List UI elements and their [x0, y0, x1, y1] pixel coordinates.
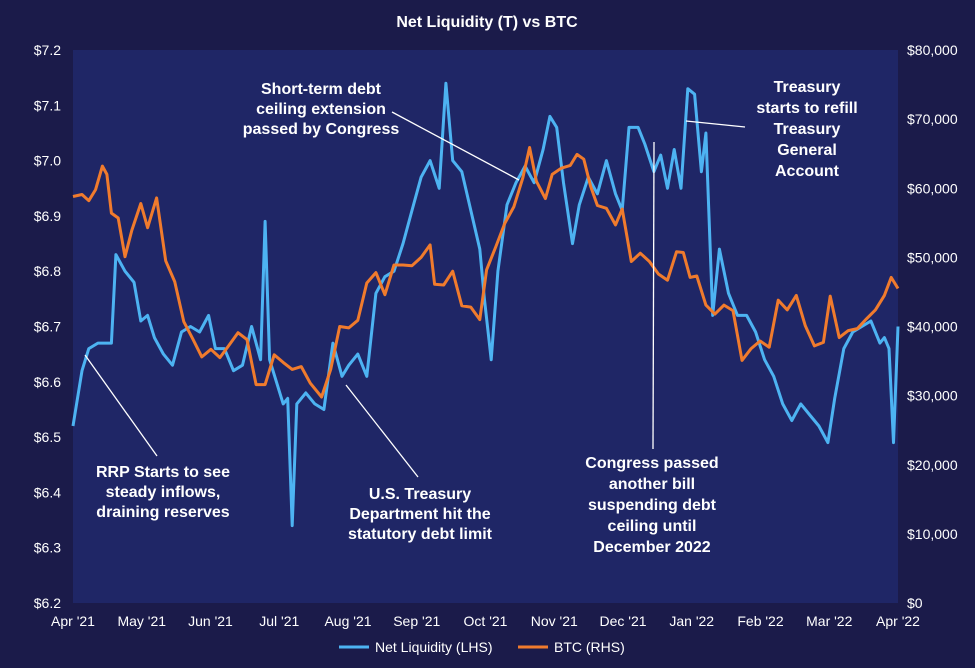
legend-item-btc: BTC (RHS) [518, 639, 625, 655]
annotation-debt-limit-hit: U.S. Treasury Department hit the statutory… [345, 384, 493, 543]
annotation-leader-line [84, 354, 158, 457]
y-right-tick-label: $30,000 [907, 388, 958, 404]
annotation-layer: Short-term debt ceiling extension passed b… [84, 79, 858, 556]
annotation-treasury-refill-tga: Treasury starts to refill Treasury General A… [685, 79, 858, 180]
y-left-tick-label: $6.3 [34, 540, 61, 556]
annotation-leader-line [345, 384, 419, 478]
annotation-text-line: starts to refill [756, 100, 857, 117]
x-tick-label: Jul '21 [259, 613, 299, 629]
chart-title: Net Liquidity (T) vs BTC [396, 14, 578, 31]
legend-label: BTC (RHS) [554, 639, 625, 655]
annotation-text-line: Account [775, 163, 840, 180]
legend-label: Net Liquidity (LHS) [375, 639, 493, 655]
annotation-leader-line [391, 111, 520, 181]
x-tick-label: Apr '22 [876, 613, 920, 629]
annotation-leader-line [685, 120, 746, 128]
axes: $6.2 $6.3 $6.4 $6.5 $6.6 $6.7 $6.8 $6.9 $7.0 $7.1… [34, 42, 958, 629]
net-liquidity-line [71, 81, 900, 528]
annotation-leader-line [652, 141, 655, 450]
annotation-text-line: ceiling until [608, 518, 697, 535]
annotation-text-line: Short-term debt [261, 81, 382, 98]
annotation-text-line: another bill [609, 476, 695, 493]
y-right-tick-label: $60,000 [907, 180, 958, 196]
annotation-text-line: U.S. Treasury [369, 486, 471, 503]
btc-line [72, 146, 900, 399]
x-tick-label: Oct '21 [464, 613, 508, 629]
annotation-text-line: steady inflows, [106, 484, 221, 501]
y-left-tick-label: $6.2 [34, 595, 61, 611]
annotation-text-line: Treasury [774, 121, 841, 138]
y-left-tick-label: $6.6 [34, 374, 61, 390]
y-left-tick-label: $7.2 [34, 42, 61, 58]
annotation-text-line: statutory debt limit [348, 526, 493, 543]
y-left-tick-label: $7.1 [34, 97, 61, 113]
annotation-text-line: Congress passed [585, 455, 718, 472]
annotation-text-line: passed by Congress [243, 121, 400, 138]
annotation-text-line: December 2022 [593, 539, 711, 556]
x-tick-label: Jun '21 [188, 613, 233, 629]
y-left-tick-label: $6.8 [34, 263, 61, 279]
annotation-text-line: ceiling extension [256, 101, 386, 118]
annotation-debt-ceiling-extension: Short-term debt ceiling extension passed b… [243, 81, 520, 181]
y-right-tick-label: $20,000 [907, 457, 958, 473]
y-left-tick-label: $6.4 [34, 484, 61, 500]
x-tick-label: Sep '21 [393, 613, 440, 629]
y-right-tick-label: $80,000 [907, 42, 958, 58]
y-left-tick-label: $6.9 [34, 208, 61, 224]
x-tick-label: May '21 [117, 613, 166, 629]
annotation-text-line: Department hit the [349, 506, 490, 523]
y-right-tick-label: $0 [907, 595, 923, 611]
y-right-tick-label: $10,000 [907, 526, 958, 542]
x-tick-label: Feb '22 [737, 613, 783, 629]
x-tick-label: Mar '22 [806, 613, 852, 629]
y-right-tick-label: $70,000 [907, 111, 958, 127]
annotation-rrp-inflows: RRP Starts to see steady inflows, draining… [84, 354, 230, 521]
x-tick-label: Aug '21 [324, 613, 371, 629]
annotation-text-line: suspending debt [588, 497, 717, 514]
x-tick-label: Apr '21 [51, 613, 95, 629]
annotation-text-line: General [777, 142, 837, 159]
annotation-text-line: draining reserves [96, 504, 230, 521]
series-layer [71, 81, 900, 528]
annotation-text-line: Treasury [774, 79, 841, 96]
y-right-tick-label: $40,000 [907, 319, 958, 335]
x-tick-label: Jan '22 [669, 613, 714, 629]
legend: Net Liquidity (LHS) BTC (RHS) [339, 639, 625, 655]
legend-item-net-liquidity: Net Liquidity (LHS) [339, 639, 493, 655]
x-tick-label: Dec '21 [599, 613, 646, 629]
annotation-text-line: RRP Starts to see [96, 464, 230, 481]
y-right-tick-label: $50,000 [907, 249, 958, 265]
x-tick-label: Nov '21 [531, 613, 578, 629]
y-left-tick-label: $7.0 [34, 153, 61, 169]
annotation-debt-ceiling-suspended: Congress passed another bill suspending de… [585, 141, 719, 556]
y-left-tick-label: $6.7 [34, 319, 61, 335]
y-left-tick-label: $6.5 [34, 429, 61, 445]
